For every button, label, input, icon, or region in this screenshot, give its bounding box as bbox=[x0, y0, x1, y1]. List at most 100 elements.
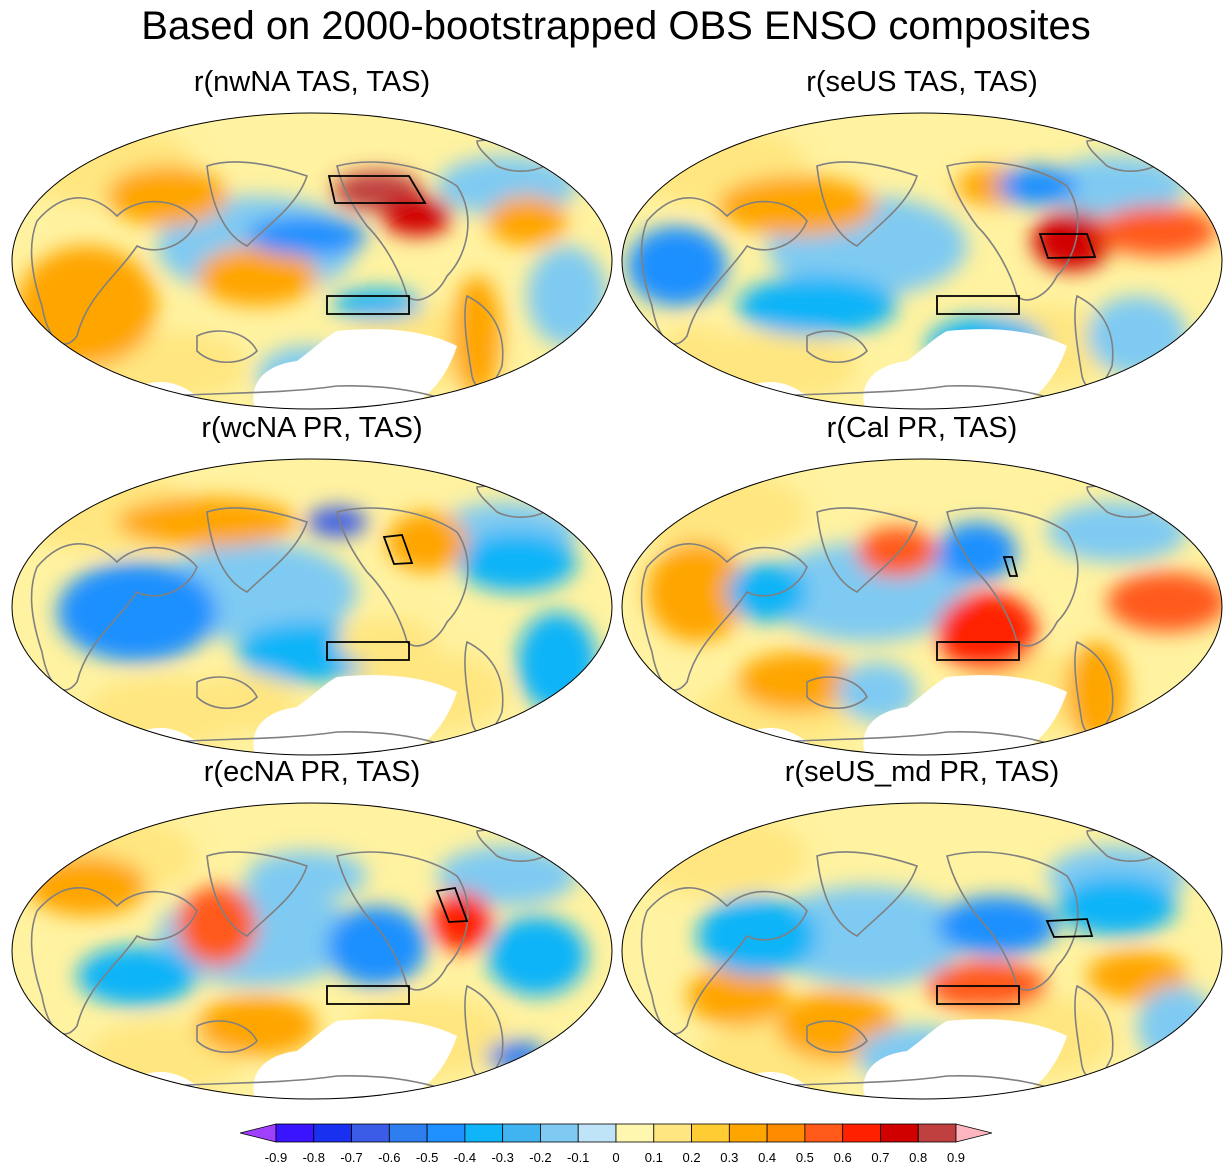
anomaly-patch bbox=[437, 846, 577, 906]
coastline bbox=[196, 330, 258, 363]
colorbar-segment bbox=[351, 1123, 390, 1143]
coastline bbox=[816, 507, 919, 593]
colorbar: -0.9 -0.8 -0.7 -0.6 -0.5 -0.4 -0.3 -0.2 -0.1 0 0.1… bbox=[239, 1120, 993, 1172]
region-box bbox=[1002, 556, 1019, 577]
anomaly-patch bbox=[382, 196, 452, 236]
anomaly-patch bbox=[1107, 572, 1222, 632]
colorbar-tick-label: 0.9 bbox=[946, 1150, 966, 1165]
anomaly-patch bbox=[487, 1041, 547, 1071]
coastline bbox=[196, 676, 258, 709]
colorbar-tick-label: -0.2 bbox=[529, 1150, 552, 1165]
map-border bbox=[11, 112, 613, 410]
colorbar-segment bbox=[313, 1123, 352, 1143]
colorbar-segment bbox=[388, 1123, 428, 1143]
panel-title: r(nwNA TAS, TAS) bbox=[193, 66, 431, 98]
anomaly-patch bbox=[307, 507, 367, 537]
map-seus bbox=[621, 112, 1223, 410]
anomaly-patch bbox=[937, 896, 1057, 956]
coastline bbox=[206, 851, 309, 937]
anomaly-patch bbox=[117, 497, 297, 547]
anomaly-patch bbox=[767, 886, 967, 986]
anomaly-patch bbox=[387, 512, 467, 572]
panel-nwna: r(nwNA TAS, TAS) bbox=[7, 66, 617, 414]
anomaly-patch bbox=[937, 522, 1017, 582]
anomaly-patch bbox=[1032, 211, 1112, 271]
missing-data-mask bbox=[622, 308, 637, 326]
anomaly-patch bbox=[197, 246, 317, 306]
panel-seus-md: r(seUS_md PR, TAS) bbox=[617, 756, 1227, 1104]
colorbar-tick-label: -0.8 bbox=[302, 1150, 325, 1165]
map-border bbox=[621, 458, 1223, 756]
anomaly-patch bbox=[517, 612, 597, 712]
anomaly-patch bbox=[687, 966, 787, 1026]
coastline bbox=[336, 161, 469, 301]
colorbar-segment bbox=[275, 1123, 315, 1143]
anomaly-patch bbox=[487, 916, 587, 996]
coastline bbox=[336, 507, 469, 647]
anomaly-patch bbox=[657, 326, 737, 406]
anomaly-patch bbox=[1057, 876, 1177, 936]
colorbar-triangle-high bbox=[955, 1123, 993, 1143]
colorbar-tick-label: -0.9 bbox=[264, 1150, 288, 1165]
nino34-box bbox=[936, 985, 1020, 1005]
anomaly-patch bbox=[647, 542, 747, 642]
anomaly-patch bbox=[247, 216, 367, 256]
anomaly-patch bbox=[1137, 986, 1217, 1066]
panel-title: r(seUS_md PR, TAS) bbox=[784, 756, 1060, 788]
colorbar-tick-label: 0.8 bbox=[909, 1150, 928, 1165]
anomaly-patch bbox=[627, 226, 727, 306]
panel-ecna: r(ecNA PR, TAS) bbox=[7, 756, 617, 1104]
missing-data-mask bbox=[863, 675, 1067, 755]
panel-title: r(seUS TAS, TAS) bbox=[806, 66, 1038, 98]
missing-data-mask bbox=[253, 1019, 457, 1099]
map-border bbox=[621, 802, 1223, 1100]
colorbar-segment bbox=[653, 1123, 692, 1143]
anomaly-patch bbox=[17, 246, 157, 366]
region-box bbox=[382, 534, 414, 565]
anomaly-patch bbox=[1047, 156, 1187, 216]
anomaly-patch bbox=[177, 886, 257, 966]
nino34-box bbox=[936, 641, 1020, 661]
coastline bbox=[946, 507, 1079, 647]
map-seus-md bbox=[621, 802, 1223, 1100]
nino34-box bbox=[936, 295, 1020, 315]
anomaly-patch bbox=[1057, 512, 1137, 552]
missing-data-mask bbox=[12, 998, 27, 1016]
colorbar-segment bbox=[502, 1123, 541, 1143]
coastline bbox=[946, 851, 1079, 991]
colorbar-segment bbox=[917, 1123, 957, 1143]
colorbar-tick-label: -0.6 bbox=[378, 1150, 401, 1165]
colorbar-segment bbox=[426, 1123, 466, 1143]
colorbar-segment bbox=[615, 1123, 655, 1143]
anomaly-patch bbox=[1097, 206, 1217, 256]
map-cal bbox=[621, 458, 1223, 756]
colorbar-triangle-low bbox=[239, 1123, 277, 1143]
coastline bbox=[336, 851, 469, 991]
missing-data-mask bbox=[622, 654, 637, 672]
coastline bbox=[946, 161, 1079, 301]
coastline bbox=[816, 161, 919, 247]
region-box bbox=[1045, 918, 1094, 938]
anomaly-patch bbox=[937, 592, 1037, 672]
anomaly-patch bbox=[717, 176, 877, 236]
missing-data-mask bbox=[253, 675, 457, 755]
anomaly-patch bbox=[57, 562, 217, 662]
anomaly-patch bbox=[327, 906, 427, 986]
region-box bbox=[1038, 233, 1097, 259]
colorbar-tick-label: -0.7 bbox=[340, 1150, 363, 1165]
coastline bbox=[640, 197, 808, 345]
panel-wcna: r(wcNA PR, TAS) bbox=[7, 412, 617, 760]
missing-data-mask bbox=[12, 308, 27, 326]
colorbar-tick-label: 0.7 bbox=[871, 1150, 890, 1165]
colorbar-tick-label: 0.5 bbox=[795, 1150, 814, 1165]
missing-data-mask bbox=[863, 1019, 1067, 1099]
colorbar-segment bbox=[691, 1123, 730, 1143]
anomaly-patch bbox=[527, 246, 607, 346]
anomaly-patch bbox=[997, 166, 1077, 206]
region-box bbox=[327, 175, 427, 204]
panel-title: r(ecNA PR, TAS) bbox=[203, 756, 421, 788]
panel-seus: r(seUS TAS, TAS) bbox=[617, 66, 1227, 414]
panel-title: r(wcNA PR, TAS) bbox=[201, 412, 423, 444]
map-border bbox=[11, 802, 613, 1100]
colorbar-segment bbox=[804, 1123, 844, 1143]
